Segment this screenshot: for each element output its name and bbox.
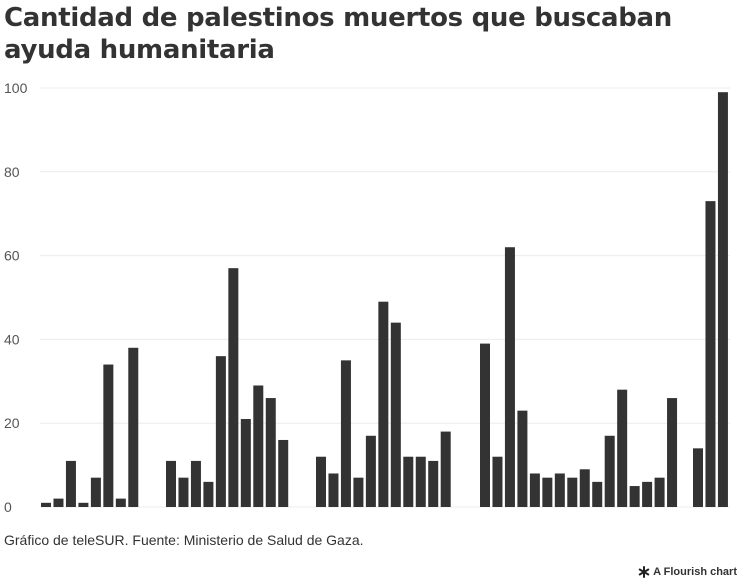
bar[interactable] [53, 498, 64, 507]
y-tick-label: 80 [4, 164, 20, 180]
bar[interactable] [353, 477, 364, 507]
bar[interactable] [115, 498, 126, 507]
bar[interactable] [253, 385, 264, 507]
bar[interactable] [278, 439, 289, 507]
y-tick-label: 40 [4, 331, 20, 347]
bar[interactable] [554, 473, 565, 507]
bar[interactable] [128, 347, 139, 507]
bar[interactable] [403, 456, 414, 507]
bar[interactable] [717, 92, 728, 507]
bar[interactable] [542, 477, 553, 507]
bar[interactable] [440, 431, 451, 507]
bar[interactable] [340, 360, 351, 507]
y-tick-label: 60 [4, 248, 20, 264]
y-tick-label: 0 [4, 499, 12, 515]
bar[interactable] [693, 448, 703, 507]
bar[interactable] [203, 481, 214, 507]
bar[interactable] [41, 502, 51, 507]
bar[interactable] [504, 247, 515, 507]
bar[interactable] [492, 456, 503, 507]
bar[interactable] [65, 460, 76, 507]
bar[interactable] [178, 477, 189, 507]
bar[interactable] [78, 502, 89, 507]
y-tick-label: 100 [4, 80, 28, 96]
bar[interactable] [328, 473, 339, 507]
bar[interactable] [592, 481, 603, 507]
bar[interactable] [228, 268, 239, 507]
bar[interactable] [390, 322, 401, 507]
bar[interactable] [365, 435, 376, 507]
bar[interactable] [190, 460, 201, 507]
bar[interactable] [654, 477, 665, 507]
bar[interactable] [617, 389, 628, 507]
bar[interactable] [642, 481, 653, 507]
bar[interactable] [705, 201, 716, 507]
bar[interactable] [90, 477, 101, 507]
bar[interactable] [378, 301, 389, 507]
credit-label: A Flourish chart [653, 566, 737, 578]
bar[interactable] [166, 460, 176, 507]
flourish-credit[interactable]: A Flourish chart [638, 566, 737, 578]
bar[interactable] [529, 473, 540, 507]
chart-title: Cantidad de palestinos muertos que busca… [4, 3, 673, 65]
bar[interactable] [567, 477, 578, 507]
bar-chart: 0 20 40 60 80 100 [4, 80, 730, 515]
flourish-asterisk-icon [638, 566, 650, 578]
bar[interactable] [316, 456, 326, 507]
y-axis-ticks: 0 20 40 60 80 100 [4, 80, 28, 515]
bars [41, 92, 728, 507]
bar[interactable] [480, 343, 490, 507]
bar[interactable] [415, 456, 426, 507]
y-tick-label: 20 [4, 415, 20, 431]
source-note: Gráfico de teleSUR. Fuente: Ministerio d… [4, 532, 364, 548]
bar[interactable] [604, 435, 615, 507]
bar[interactable] [240, 419, 251, 507]
bar[interactable] [579, 469, 590, 507]
bar[interactable] [428, 460, 439, 507]
bar[interactable] [215, 356, 226, 507]
bar[interactable] [667, 398, 678, 507]
bar[interactable] [629, 486, 640, 507]
bar[interactable] [517, 410, 528, 507]
bar[interactable] [265, 398, 276, 507]
bar[interactable] [103, 364, 114, 507]
